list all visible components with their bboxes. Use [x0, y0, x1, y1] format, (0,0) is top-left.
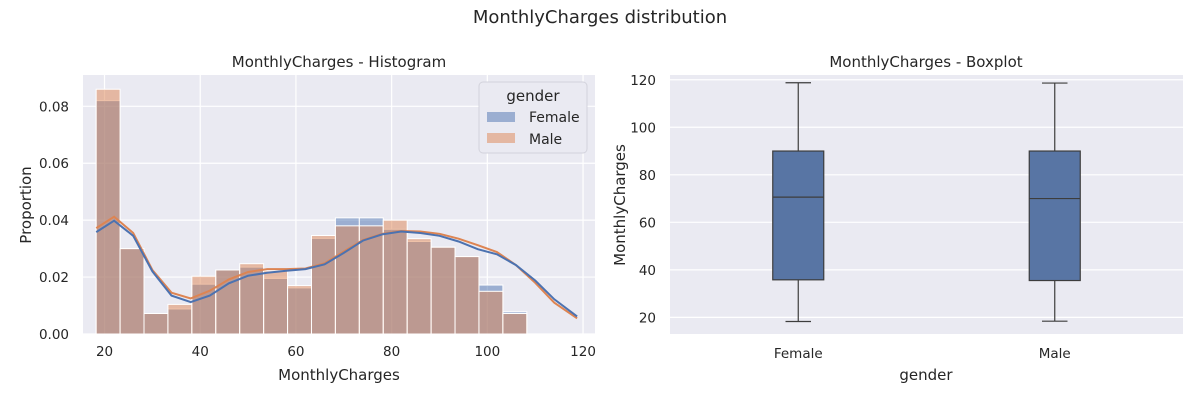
histogram-x-axis-label: MonthlyCharges [278, 366, 400, 384]
histogram-bar-male [454, 256, 480, 335]
boxplot-y-tick-label: 60 [639, 215, 656, 231]
legend-label-female: Female [529, 110, 580, 126]
boxplot-panel: Female Male 20 40 60 80 100 120 MonthlyCharges… [611, 53, 1183, 384]
boxplot-y-axis-label: MonthlyCharges [611, 144, 629, 266]
boxplot-x-tick-label: Male [1039, 346, 1071, 362]
histogram-kde-curves [95, 215, 578, 320]
boxplot-boxes [772, 82, 1081, 323]
box-iqr-male [1028, 150, 1081, 282]
legend-title: gender [506, 87, 560, 105]
histogram-bar-male [167, 303, 193, 335]
histogram-title: MonthlyCharges - Histogram [232, 53, 446, 71]
histogram-bar-male [382, 219, 408, 335]
histogram-y-tick-label: 0.08 [39, 99, 69, 115]
histogram-x-tick-label: 120 [570, 344, 596, 360]
legend-swatch-female [487, 112, 515, 122]
boxplot-plot-area [670, 75, 1183, 334]
histogram-bar-male [287, 285, 312, 335]
histogram-y-tick-label: 0.00 [39, 327, 69, 343]
boxplot-y-tick-label: 20 [639, 310, 656, 326]
boxplot-x-tick-labels: Female Male [774, 346, 1071, 362]
histogram-y-axis-label: Proportion [17, 166, 35, 243]
histogram-x-tick-label: 20 [96, 344, 113, 360]
histogram-bar-male [430, 246, 456, 335]
figure-suptitle: MonthlyCharges distribution [473, 7, 727, 28]
histogram-y-tick-label: 0.04 [39, 213, 69, 229]
histogram-x-tick-label: 40 [192, 344, 209, 360]
histogram-x-tick-label: 60 [287, 344, 304, 360]
kde-line-female [95, 219, 578, 318]
histogram-panel: 20 40 60 80 100 120 0.00 0.02 0.04 0.06 0.08 Mont… [17, 53, 596, 384]
histogram-y-tick-labels: 0.00 0.02 0.04 0.06 0.08 [39, 99, 69, 343]
histogram-x-tick-label: 80 [383, 344, 400, 360]
histogram-bar-male [191, 275, 217, 335]
histogram-bar-male [119, 248, 145, 335]
boxplot-x-axis-label: gender [899, 366, 953, 384]
histogram-bar-male [502, 313, 528, 335]
histogram-y-tick-label: 0.06 [39, 156, 69, 172]
histogram-x-tick-label: 100 [474, 344, 500, 360]
histogram-bar-male [143, 313, 169, 335]
boxplot-x-tick-label: Female [774, 346, 823, 362]
histogram-bar-male [478, 290, 504, 335]
box-iqr-female [772, 150, 825, 281]
histogram-legend: gender Female Male [478, 81, 588, 154]
histogram-bar-male [95, 88, 121, 335]
boxplot-gridlines [670, 79, 1183, 318]
boxplot-y-tick-label: 100 [630, 120, 656, 136]
histogram-x-tick-labels: 20 40 60 80 100 120 [96, 344, 596, 360]
histogram-bar-male [263, 270, 289, 335]
histogram-bar-male [406, 238, 432, 335]
histogram-bar-male [310, 235, 336, 335]
boxplot-y-tick-label: 40 [639, 263, 656, 279]
boxplot-y-tick-labels: 20 40 60 80 100 120 [630, 73, 656, 327]
boxplot-y-tick-label: 80 [639, 168, 656, 184]
legend-swatch-male [487, 133, 515, 143]
boxplot-title: MonthlyCharges - Boxplot [829, 53, 1022, 71]
histogram-bar-male [358, 225, 384, 335]
histogram-bar-male [334, 225, 360, 335]
boxplot-y-tick-label: 120 [630, 73, 656, 89]
legend-label-male: Male [529, 132, 562, 148]
histogram-y-tick-label: 0.02 [39, 270, 69, 286]
